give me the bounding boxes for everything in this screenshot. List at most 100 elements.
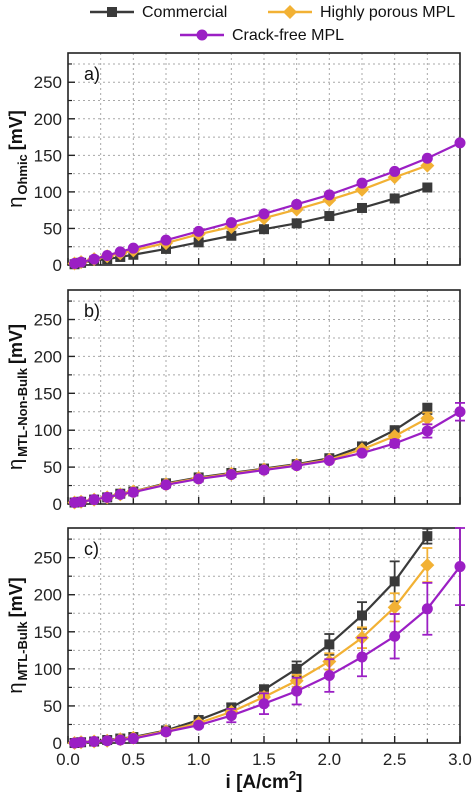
data-point [356,447,368,459]
data-point [356,177,368,189]
legend-marker [283,5,297,19]
panel-label: a) [84,64,100,84]
x-tick-label: 1.5 [252,750,276,769]
data-point [101,249,113,261]
legend: Commercial Highly porous MPL Crack-free MP… [90,4,455,44]
data-point [422,531,433,542]
data-point [324,211,335,222]
data-point [389,193,400,204]
series-circle [69,402,466,509]
data-point [357,202,367,213]
data-point [193,719,205,731]
data-point [75,256,87,268]
panel-label: b) [84,301,100,321]
y-tick-label: 150 [34,146,62,165]
y-tick-label: 200 [34,110,62,129]
data-point [101,491,113,503]
data-point [226,230,237,241]
series-line [74,564,429,745]
data-point [291,460,303,472]
data-point [259,224,269,235]
legend-label: Crack-free MPL [232,27,344,44]
x-tick-label: 3.0 [448,750,472,769]
data-point [225,217,237,229]
data-point [291,663,302,674]
x-tick-label: 1.0 [187,750,211,769]
data-point [258,464,270,476]
y-tick-label: 150 [34,623,62,642]
data-point [324,639,335,650]
data-point [357,610,367,621]
series-line [74,410,461,504]
data-point [387,600,402,615]
data-point [160,726,172,738]
data-point [420,411,435,426]
y-tick-label: 50 [43,219,62,238]
y-tick-label: 50 [43,697,62,716]
data-point [389,165,401,177]
x-tick-label: 0.5 [122,750,146,769]
x-tick-label: 0.0 [56,750,80,769]
series-line [74,535,429,745]
series-circle [69,527,466,749]
data-point [114,734,126,746]
data-point [421,603,433,615]
data-point [389,630,401,642]
data-point [389,437,401,449]
y-tick-label: 0 [53,495,62,514]
chart-panel-b: 0 50 100 150 200 250 b) ηMTL-Non-Bulk[mV] [5,289,466,514]
data-point [258,698,270,710]
y-tick-label: 100 [34,183,62,202]
data-point [225,468,237,480]
chart-panel-a: 0 50 100 150 200 250 a) ηOhmic[mV] [5,52,466,275]
data-point [323,454,335,466]
series-square [69,527,433,748]
data-point [258,208,270,220]
data-point [356,651,368,663]
x-axis-title: i [A/cm2] [226,768,303,793]
data-point [193,237,204,248]
data-point [291,218,302,229]
panel-label: c) [84,539,99,559]
data-point [160,234,172,246]
y-axis-title: ηMTL-Non-Bulk[mV] [5,324,30,470]
y-tick-label: 0 [53,734,62,753]
y-tick-label: 250 [34,73,62,92]
data-point [389,576,400,587]
y-tick-label: 250 [34,549,62,568]
data-point [127,242,139,254]
series-line [74,407,428,504]
legend-label: Commercial [142,4,227,21]
data-point [259,684,269,695]
y-tick-label: 150 [34,384,62,403]
data-point [75,736,87,748]
data-point [160,479,172,491]
series-diamond [67,547,435,750]
data-point [193,225,205,237]
y-tick-label: 200 [34,586,62,605]
legend-label: Highly porous MPL [320,4,455,21]
data-point [421,152,433,164]
legend-entry: Commercial [90,4,227,21]
data-point [454,406,466,418]
data-point [422,182,433,193]
data-point [323,189,335,201]
series-line [74,565,461,745]
series-line [74,417,428,504]
data-point [101,735,113,747]
data-point [114,488,126,500]
data-point [114,246,126,258]
data-point [88,253,100,265]
data-point [420,558,435,573]
data-point [225,710,237,722]
data-point [323,670,335,682]
y-axis-title: ηMTL-Bulk[mV] [5,577,30,693]
data-point [75,496,87,508]
y-tick-label: 100 [34,660,62,679]
y-tick-label: 100 [34,421,62,440]
legend-entry: Highly porous MPL [268,4,455,21]
legend-marker [107,7,117,17]
x-tick-label: 2.5 [383,750,407,769]
data-point [88,736,100,748]
